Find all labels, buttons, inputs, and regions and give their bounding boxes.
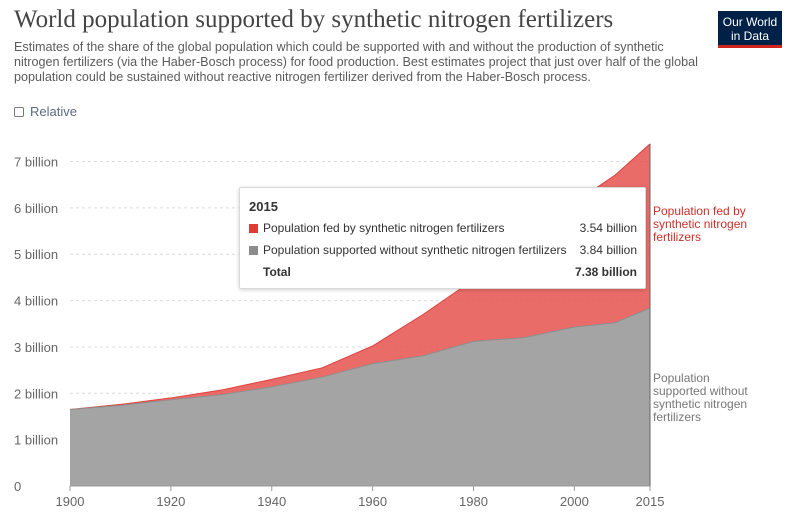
tooltip-year: 2015 [249, 199, 278, 214]
x-tick-label: 1900 [56, 494, 85, 509]
x-tick-label: 1980 [459, 494, 488, 509]
series-label-fertilizer: Population fed by synthetic nitrogen fer… [653, 205, 747, 244]
y-tick-label: 0 [14, 479, 21, 494]
tooltip-row-without: Population supported without synthetic n… [249, 242, 637, 258]
tooltip-label-fertilizer: Population fed by synthetic nitrogen fer… [263, 221, 505, 235]
series-label-fertilizer-line: fertilizers [653, 230, 702, 244]
relative-toggle[interactable]: Relative [14, 104, 77, 119]
y-tick-label: 5 billion [14, 247, 58, 262]
series-label-fertilizer-line: synthetic nitrogen [653, 217, 748, 231]
tooltip-total-value: 7.38 billion [574, 265, 637, 279]
series-label-without-line: synthetic nitrogen [653, 397, 748, 411]
tooltip-row-fertilizer: Population fed by synthetic nitrogen fer… [249, 220, 637, 236]
chart-subtitle: Estimates of the share of the global pop… [14, 40, 698, 84]
y-tick-label: 7 billion [14, 155, 58, 170]
line-without [69, 307, 651, 411]
series-label-without-line: fertilizers [653, 410, 702, 424]
series-label-fertilizer-line: Population fed by [653, 204, 746, 218]
y-tick-label: 3 billion [14, 340, 58, 355]
tooltip-row-total: Total 7.38 billion [249, 264, 637, 280]
logo-line-1: Our World [722, 15, 778, 29]
x-tick-label: 1940 [257, 494, 286, 509]
tooltip-swatch-without [249, 245, 258, 255]
x-tick-label: 1960 [358, 494, 387, 509]
series-label-without-line: Population [653, 371, 710, 385]
x-tick-label: 1920 [156, 494, 185, 509]
tooltip-swatch-fertilizer [249, 223, 258, 233]
series-label-without-line: supported without [653, 384, 748, 398]
area-without [70, 308, 650, 486]
tooltip: 2015 Population fed by synthetic nitroge… [239, 187, 646, 289]
x-tick-label: 2000 [560, 494, 589, 509]
chart-title: World population supported by synthetic … [14, 6, 614, 33]
tooltip-label-without: Population supported without synthetic n… [263, 243, 567, 257]
y-tick-label: 1 billion [14, 433, 58, 448]
y-tick-label: 4 billion [14, 294, 58, 309]
tooltip-value-fertilizer: 3.54 billion [579, 221, 637, 235]
y-tick-label: 2 billion [14, 386, 58, 401]
relative-checkbox[interactable] [14, 106, 24, 117]
owid-logo[interactable]: Our World in Data [718, 11, 782, 48]
logo-line-2: in Data [730, 29, 770, 43]
tooltip-total-label: Total [263, 265, 291, 279]
x-tick-label: 2015 [636, 494, 665, 509]
series-label-without: Population supported without synthetic n… [653, 372, 748, 424]
tooltip-value-without: 3.84 billion [579, 243, 637, 257]
relative-label: Relative [30, 104, 77, 119]
y-tick-label: 6 billion [14, 201, 58, 216]
